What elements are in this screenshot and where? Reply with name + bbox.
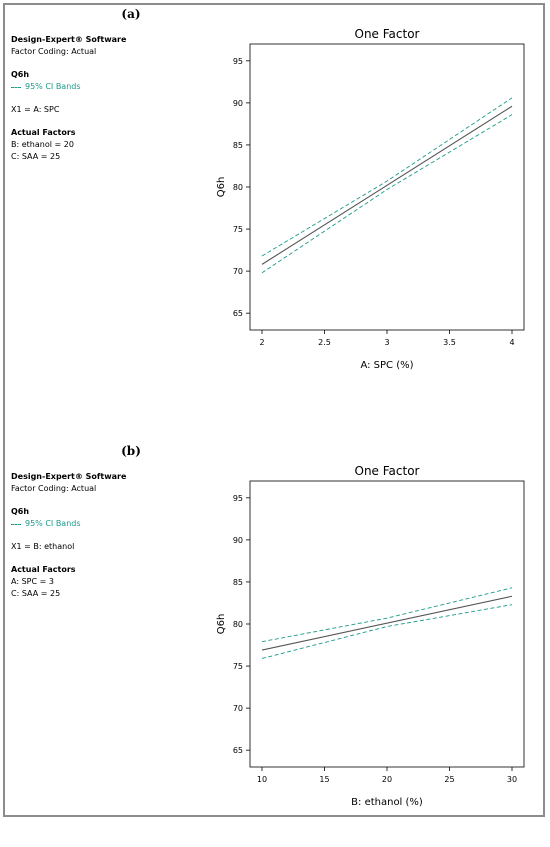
y-tick-label: 90 [233, 99, 243, 108]
figure-frame [3, 3, 545, 817]
response-name: Q6h [11, 507, 30, 516]
y-tick-label: 75 [233, 225, 243, 234]
ci-legend: 95% CI Bands [11, 81, 126, 93]
x-tick-label: 4 [509, 338, 514, 347]
software-name: Design-Expert® Software [11, 472, 127, 481]
chart-b: One Factor 65 70 75 80 85 90 95 10 15 20 25 30 B: eth… [216, 464, 525, 808]
x-tick-label: 3 [384, 338, 389, 347]
y-tick-label: 80 [233, 183, 243, 192]
fit-line [261, 105, 513, 265]
fit-line [261, 595, 513, 651]
x-tick-label: 30 [507, 775, 517, 784]
x-tick-label: 2 [259, 338, 264, 347]
y-tick-label: 95 [233, 494, 243, 503]
actual-factors-header: Actual Factors [11, 565, 76, 574]
y-tick-label: 95 [233, 57, 243, 66]
x-tick-label: 3.5 [443, 338, 456, 347]
factor-coding: Factor Coding: Actual [11, 47, 97, 56]
dashed-line-icon [11, 523, 21, 525]
chart-title: One Factor [355, 464, 420, 478]
plot-frame [249, 43, 525, 331]
info-block: Design-Expert® Software Factor Coding: A… [11, 34, 126, 163]
ci-upper-band [261, 587, 513, 643]
y-tick-label: 90 [233, 536, 243, 545]
y-tick-label: 70 [233, 267, 243, 276]
x-axis-label: A: SPC (%) [360, 360, 413, 371]
x-axis-label: B: ethanol (%) [351, 797, 423, 808]
chart-a: One Factor 65 70 75 80 85 90 95 2 2.5 3 3.5 4 A: SPC … [216, 27, 525, 371]
actual-factor: C: SAA = 25 [11, 589, 61, 598]
x-tick-label: 15 [319, 775, 329, 784]
x-tick-label: 2.5 [318, 338, 331, 347]
actual-factors-header: Actual Factors [11, 128, 76, 137]
y-tick-label: 75 [233, 662, 243, 671]
ci-label: 95% CI Bands [25, 82, 81, 91]
x-tick-label: 25 [444, 775, 454, 784]
ci-label: 95% CI Bands [25, 519, 81, 528]
y-tick-label: 80 [233, 620, 243, 629]
panel-b: (b) Design-Expert® Software Factor Codin… [0, 437, 550, 847]
chart-title: One Factor [355, 27, 420, 41]
panel-a: (a) Design-Expert® Software Factor Codin… [0, 0, 550, 410]
dashed-line-icon [11, 86, 21, 88]
software-name: Design-Expert® Software [11, 35, 127, 44]
y-axis-label: Q6h [216, 614, 227, 635]
y-tick-label: 70 [233, 704, 243, 713]
plot-frame [249, 480, 525, 768]
y-tick-label: 65 [233, 746, 243, 755]
panel-label: (b) [121, 444, 141, 458]
actual-factor: C: SAA = 25 [11, 152, 61, 161]
ci-lower-band [261, 604, 513, 659]
ci-legend: 95% CI Bands [11, 518, 126, 530]
y-tick-label: 65 [233, 309, 243, 318]
x1-factor: X1 = A: SPC [11, 105, 60, 114]
x1-factor: X1 = B: ethanol [11, 542, 75, 551]
info-block: Design-Expert® Software Factor Coding: A… [11, 471, 126, 600]
actual-factor: B: ethanol = 20 [11, 140, 74, 149]
response-name: Q6h [11, 70, 30, 79]
ci-upper-band [261, 97, 513, 257]
y-tick-label: 85 [233, 578, 243, 587]
ci-lower-band [261, 114, 513, 274]
x-tick-label: 10 [257, 775, 267, 784]
x-tick-label: 20 [382, 775, 392, 784]
factor-coding: Factor Coding: Actual [11, 484, 97, 493]
actual-factor: A: SPC = 3 [11, 577, 54, 586]
y-axis-label: Q6h [216, 177, 227, 198]
panel-label: (a) [121, 7, 141, 21]
y-tick-label: 85 [233, 141, 243, 150]
